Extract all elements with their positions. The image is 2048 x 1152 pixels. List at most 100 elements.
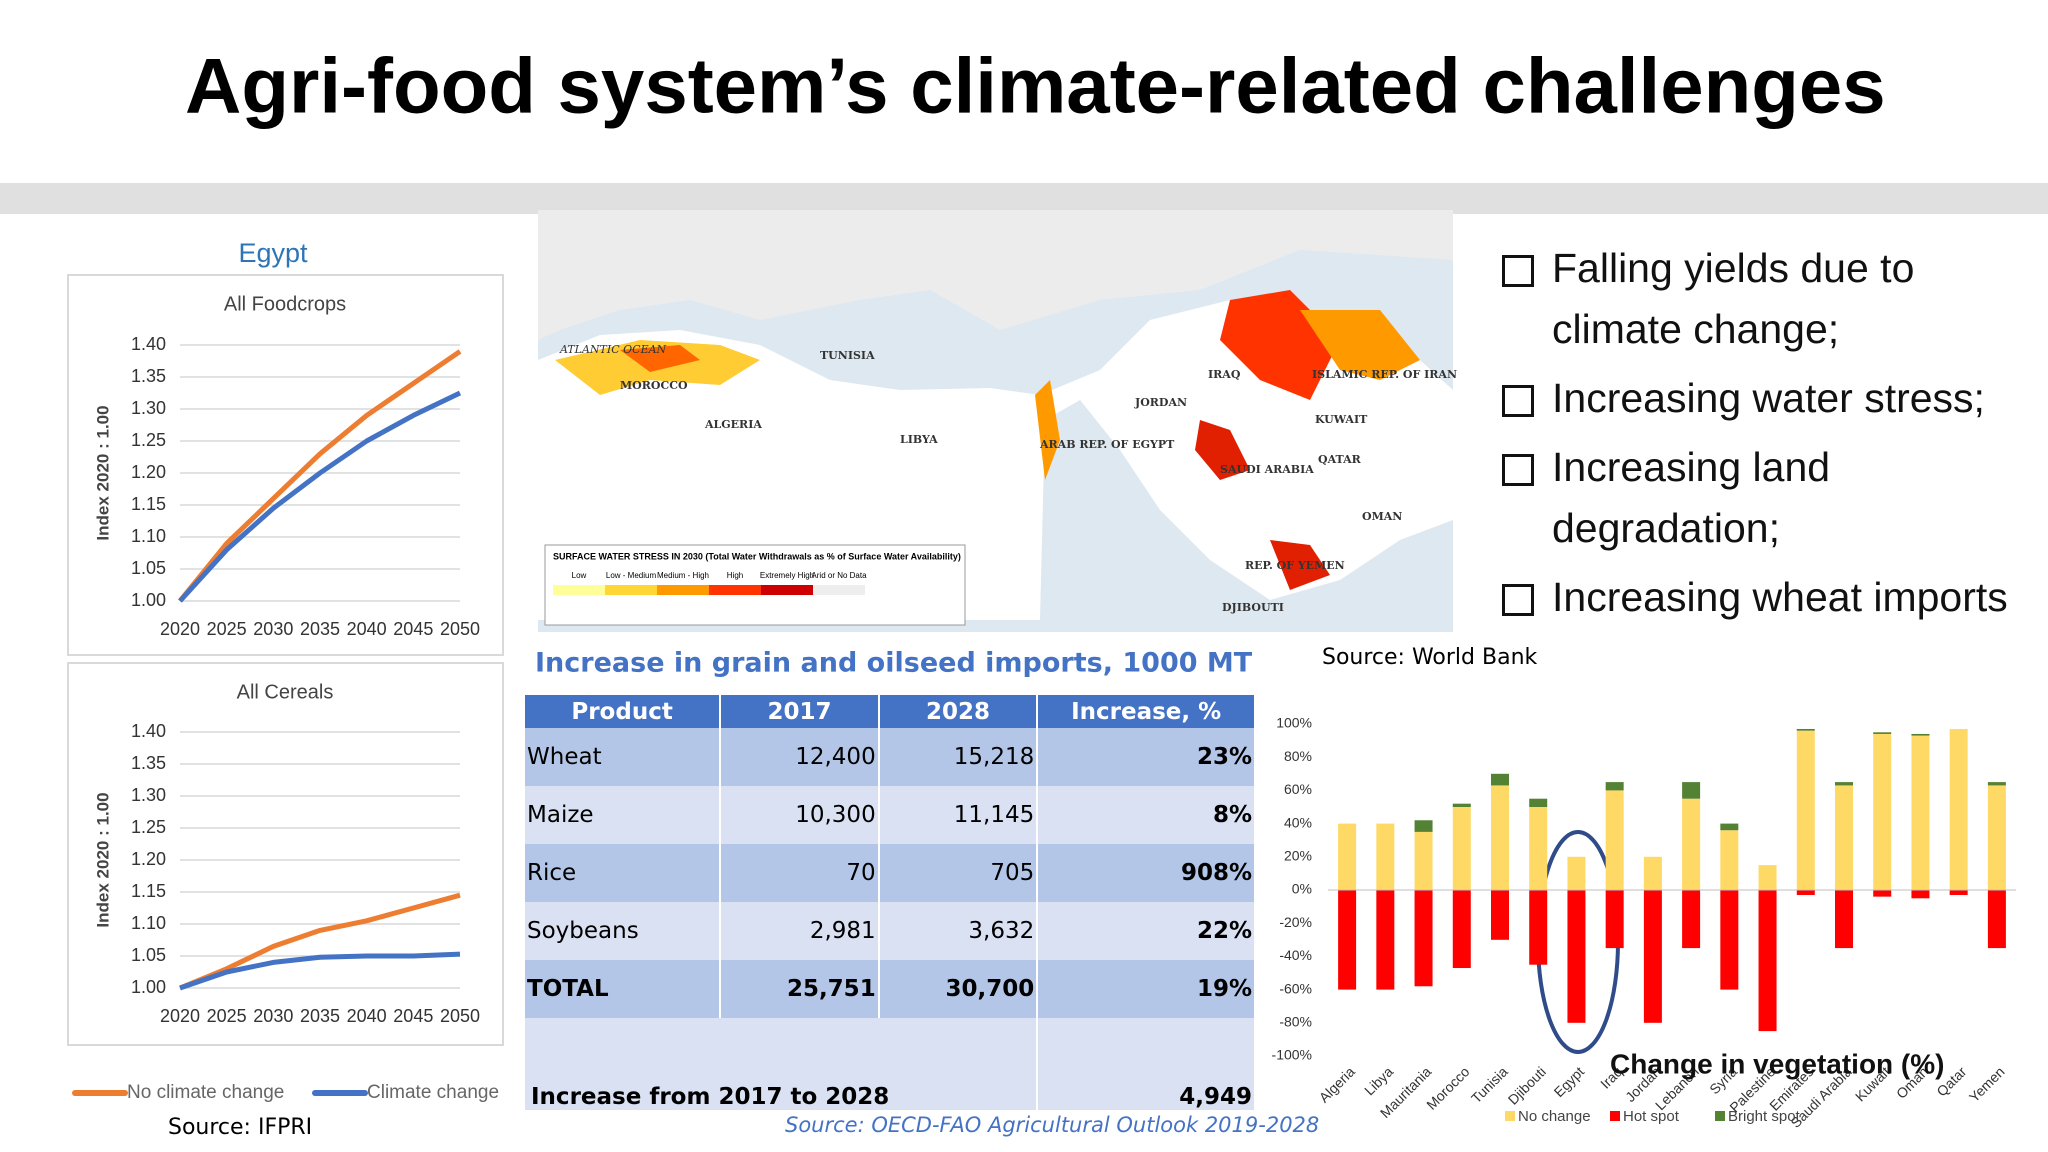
bar-segment bbox=[1529, 798, 1548, 807]
map-label: TUNISIA bbox=[820, 349, 875, 362]
legend-swatch bbox=[1715, 1111, 1725, 1121]
map-label: MOROCCO bbox=[620, 379, 688, 392]
y-tick-label: 60% bbox=[1284, 781, 1312, 797]
map-label: LIBYA bbox=[900, 433, 938, 446]
y-tick-label: -60% bbox=[1279, 980, 1312, 996]
table-cell: 3,632 bbox=[878, 902, 1039, 960]
x-tick-label: Libya bbox=[1361, 1063, 1396, 1098]
y-tick-label: 1.10 bbox=[131, 913, 166, 933]
x-tick-label: Algeria bbox=[1316, 1063, 1358, 1105]
bar-segment bbox=[1758, 890, 1777, 1032]
table-header-row: Product 2017 2028 Increase, % bbox=[525, 695, 1256, 728]
map-legend-swatch bbox=[813, 585, 865, 595]
y-tick-label: 1.40 bbox=[131, 721, 166, 741]
x-tick-label: Djibouti bbox=[1505, 1063, 1549, 1107]
table-row: Soybeans 2,981 3,632 22% bbox=[525, 902, 1256, 960]
bar-segment bbox=[1414, 890, 1433, 987]
bar-segment bbox=[1567, 856, 1586, 890]
x-tick-label: 2020 bbox=[160, 1006, 200, 1026]
x-tick-label: 2035 bbox=[300, 619, 340, 639]
table-row: Rice 70 705 908% bbox=[525, 844, 1256, 902]
map-label: JORDAN bbox=[1134, 396, 1187, 409]
bar-segment bbox=[1529, 890, 1548, 965]
line-series bbox=[178, 349, 462, 603]
map-label: IRAQ bbox=[1208, 368, 1241, 381]
bullet-text: Increasing wheat imports bbox=[1552, 574, 2008, 620]
table-cell: Maize bbox=[525, 786, 722, 844]
bar-segment bbox=[1491, 890, 1509, 940]
map-legend-title: SURFACE WATER STRESS IN 2030 (Total Wate… bbox=[553, 551, 961, 561]
map-legend-swatch bbox=[605, 585, 657, 595]
bar-segment bbox=[1529, 807, 1548, 890]
bar-segment bbox=[1414, 831, 1433, 890]
bar-segment bbox=[1682, 798, 1701, 890]
bar-segment bbox=[1605, 782, 1624, 791]
legend-label: No change bbox=[1518, 1108, 1591, 1125]
bar-segment bbox=[1376, 890, 1395, 990]
map-label: ARAB REP. OF EGYPT bbox=[1039, 438, 1175, 451]
bar-segment bbox=[1873, 733, 1892, 890]
table-cell: Rice bbox=[525, 844, 722, 902]
bullet-box bbox=[1502, 454, 1534, 486]
bar-segment bbox=[1452, 890, 1471, 969]
line-series bbox=[179, 951, 461, 991]
bar-segment bbox=[1720, 890, 1739, 990]
y-tick-label: -20% bbox=[1279, 914, 1312, 930]
table-cell: 8% bbox=[1037, 786, 1256, 844]
table-cell: TOTAL bbox=[525, 960, 722, 1018]
bar-segment bbox=[1873, 732, 1892, 734]
map-legend-class: High bbox=[727, 571, 743, 580]
x-tick-label: 2050 bbox=[440, 619, 480, 639]
table-row: Wheat 12,400 15,218 23% bbox=[525, 728, 1256, 786]
bar-segment bbox=[1452, 807, 1471, 890]
y-tick-label: 1.35 bbox=[131, 366, 166, 386]
bar-segment bbox=[1758, 865, 1777, 890]
y-tick-label: 80% bbox=[1284, 748, 1312, 764]
bar-segment bbox=[1452, 803, 1471, 807]
y-axis-label: Index 2020 : 1.00 bbox=[93, 405, 112, 540]
x-tick-label: 2030 bbox=[253, 619, 293, 639]
chart-title: Change in vegetation (%) bbox=[1610, 1048, 1944, 1079]
chart-title: All Cereals bbox=[237, 681, 334, 703]
source: Source: OECD-FAO Agricultural Outlook 20… bbox=[785, 1113, 1319, 1137]
x-tick-label: 2020 bbox=[160, 619, 200, 639]
x-tick-label: 2050 bbox=[440, 1006, 480, 1026]
x-tick-label: Morocco bbox=[1423, 1063, 1472, 1112]
table-title: Increase in grain and oilseed imports, 1… bbox=[535, 648, 1253, 679]
table-cell: 25,751 bbox=[720, 960, 880, 1018]
table-cell: 30,700 bbox=[878, 960, 1039, 1018]
x-tick-label: 2045 bbox=[393, 1006, 433, 1026]
x-tick-label: 2045 bbox=[393, 619, 433, 639]
y-tick-label: 1.10 bbox=[131, 526, 166, 546]
x-tick-label: 2040 bbox=[347, 619, 387, 639]
table-cell: 705 bbox=[878, 844, 1039, 902]
bar-segment bbox=[1987, 785, 2006, 890]
x-tick-label: 2040 bbox=[347, 1006, 387, 1026]
y-tick-label: 1.05 bbox=[131, 945, 166, 965]
table-cell: Soybeans bbox=[525, 902, 722, 960]
slide-title: Agri-food system’s climate-related chall… bbox=[185, 42, 1886, 130]
egypt-header: Egypt bbox=[238, 238, 308, 268]
map: ATLANTIC OCEAN MOROCCO ALGERIA TUNISIA L… bbox=[538, 210, 1457, 632]
table-header-cell: 2017 bbox=[720, 695, 880, 728]
y-tick-label: 1.00 bbox=[131, 590, 166, 610]
table-cell: 4,949 bbox=[1037, 1018, 1256, 1110]
bar-segment bbox=[1682, 890, 1701, 949]
line-series bbox=[179, 892, 461, 991]
map-label: SAUDI ARABIA bbox=[1220, 463, 1314, 476]
bar-segment bbox=[1835, 890, 1853, 949]
x-tick-label: 2035 bbox=[300, 1006, 340, 1026]
table-header-cell: 2028 bbox=[878, 695, 1039, 728]
bar-segment bbox=[1720, 830, 1739, 890]
bullet-text: Falling yields due to climate change; bbox=[1552, 245, 1915, 352]
x-tick-label: 2025 bbox=[207, 1006, 247, 1026]
y-tick-label: 1.30 bbox=[131, 785, 166, 805]
table-cell: Increase from 2017 to 2028 bbox=[525, 1018, 1039, 1110]
bar-segment bbox=[1796, 890, 1815, 895]
source: Source: IFPRI bbox=[168, 1115, 312, 1140]
bar-segment bbox=[1567, 890, 1586, 1023]
bullet: Falling yields due to climate change; bbox=[1500, 238, 2020, 360]
stress-area bbox=[1035, 380, 1060, 480]
y-tick-label: 1.15 bbox=[131, 881, 166, 901]
stress-area bbox=[1195, 420, 1250, 480]
